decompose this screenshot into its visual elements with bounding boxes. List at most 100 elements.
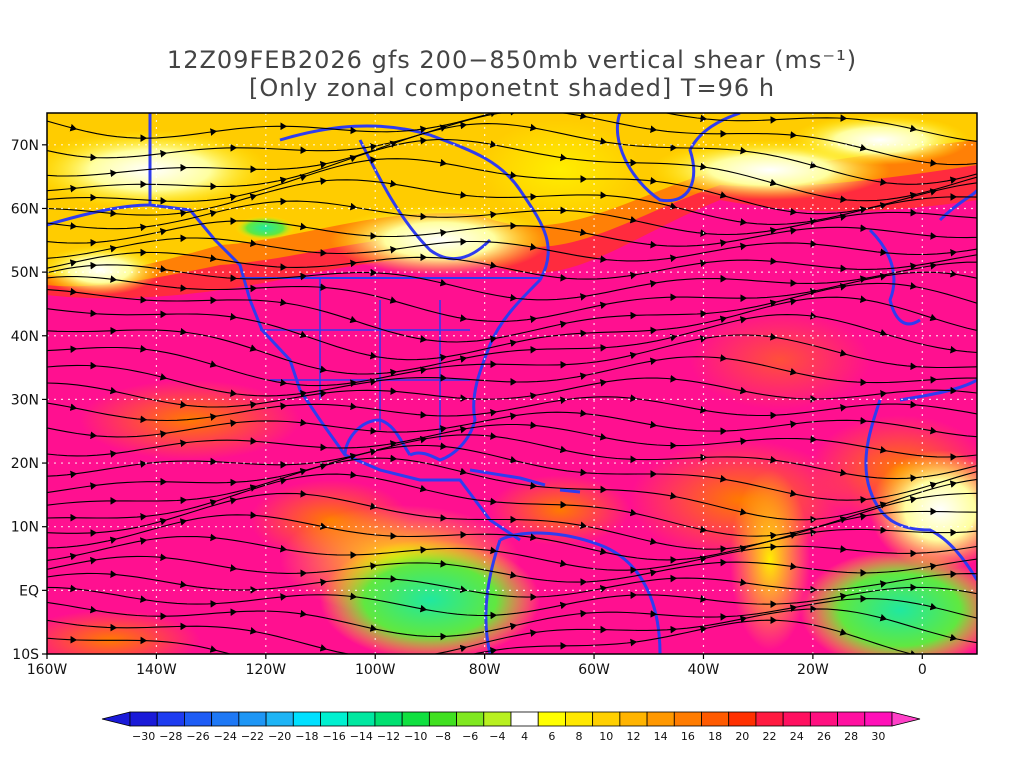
colorbar-swatch [265, 711, 294, 727]
colorbar-label: −10 [404, 730, 427, 743]
streamline-arrow [319, 522, 328, 530]
streamline-arrow [809, 161, 818, 169]
streamline-arrow [699, 525, 708, 534]
streamline-arrow [599, 433, 608, 441]
streamline-arrow [369, 351, 378, 360]
streamline-arrow [489, 335, 498, 343]
streamline-arrow [160, 430, 168, 438]
streamline-arrow [859, 275, 868, 283]
colorbar-swatch [211, 711, 240, 727]
streamline-arrow [69, 552, 78, 561]
streamline [47, 179, 977, 225]
streamline [47, 619, 914, 654]
streamline-arrow [320, 389, 328, 398]
colorbar-swatch [510, 711, 539, 727]
streamline-arrow [740, 578, 748, 587]
streamline-arrow [879, 272, 888, 281]
streamline-arrow [349, 154, 358, 163]
streamline-arrow [89, 556, 98, 565]
streamline-arrow [69, 259, 78, 267]
streamline-arrow [319, 365, 328, 374]
colorbar-label: 30 [871, 730, 885, 743]
streamline [47, 314, 977, 375]
streamline-arrow [629, 351, 638, 360]
streamline-arrow [910, 262, 918, 271]
streamline-arrow [769, 299, 778, 308]
streamline-arrow [929, 562, 938, 571]
colorbar-label: −24 [214, 730, 237, 743]
streamline-arrow [489, 408, 498, 417]
streamlines [47, 113, 977, 654]
colorbar-swatch [374, 711, 403, 727]
streamline-arrow [389, 440, 398, 448]
streamline-arrow [89, 605, 98, 614]
lon-tick-label: 100W [355, 662, 396, 678]
chart-title-line-1: 12Z09FEB2026 gfs 200−850mb vertical shea… [166, 46, 858, 74]
colorbar-swatch [646, 711, 675, 727]
lon-tick-label: 120W [246, 662, 287, 678]
lon-tick-label: 80W [469, 662, 501, 678]
streamline-arrow [789, 297, 798, 306]
streamline [47, 514, 977, 561]
streamline-arrow [230, 389, 238, 397]
lat-tick-label: 50N [11, 265, 39, 281]
streamline-arrow [209, 499, 218, 507]
streamline-arrow [789, 489, 798, 498]
streamline-arrow [250, 400, 258, 409]
colorbar-swatch [156, 711, 185, 727]
streamline-arrow [839, 213, 848, 221]
colorbar-label: −14 [350, 730, 373, 743]
streamline-arrow [670, 254, 678, 263]
lon-tick-label: 160W [27, 662, 68, 678]
streamline-arrow [509, 412, 518, 421]
colorbar-swatch [619, 711, 648, 727]
streamline-arrow [579, 228, 588, 237]
streamline [47, 237, 977, 262]
streamline-arrow [69, 403, 78, 411]
lat-tick-label: 30N [11, 392, 39, 408]
streamline-arrow [789, 604, 798, 612]
streamline-arrow [839, 592, 848, 601]
streamline-arrow [459, 425, 468, 434]
streamline-arrow [929, 262, 938, 270]
streamline-arrow [559, 559, 568, 568]
streamline-arrow [699, 625, 708, 634]
colorbar-swatch [755, 711, 784, 727]
streamline-arrow [949, 176, 958, 185]
longitude-axis: 160W 140W 120W 100W 80W 60W 40W 20W 0 [27, 654, 927, 678]
streamline-arrow [909, 124, 918, 133]
streamline-arrow [809, 287, 818, 296]
streamline-arrow [769, 178, 778, 187]
streamline-arrow [879, 445, 888, 454]
colorbar-swatch [184, 711, 213, 727]
streamline-arrow [770, 455, 778, 464]
streamline-arrow [370, 378, 378, 386]
streamline-arrow [389, 140, 398, 148]
streamline-arrow [649, 569, 658, 577]
streamline [47, 423, 977, 458]
streamline-arrow [790, 562, 798, 571]
streamline-arrow [390, 368, 398, 377]
streamline [47, 457, 977, 521]
streamline-arrow [139, 537, 148, 545]
colorbar-swatch [347, 711, 376, 727]
streamline-arrow [369, 624, 378, 632]
streamline [47, 139, 977, 202]
colorbar-label: 4 [521, 730, 528, 743]
streamline-arrow [510, 171, 518, 179]
streamline-arrow [279, 378, 288, 387]
streamline-arrow [650, 125, 658, 134]
streamline-arrow [350, 379, 358, 387]
streamline-arrow [459, 467, 468, 476]
colorbar-swatch [401, 711, 430, 727]
colorbar-label: 16 [681, 730, 695, 743]
streamline-arrow [909, 495, 918, 504]
streamline-arrow [579, 113, 588, 120]
streamline-arrow [299, 173, 308, 182]
streamline-arrow [839, 349, 848, 357]
lat-tick-label: 20N [11, 456, 39, 472]
streamline-arrow [879, 580, 888, 588]
streamline-arrow [809, 217, 818, 226]
streamline-arrow [949, 480, 958, 488]
streamline-arrow [879, 329, 888, 337]
